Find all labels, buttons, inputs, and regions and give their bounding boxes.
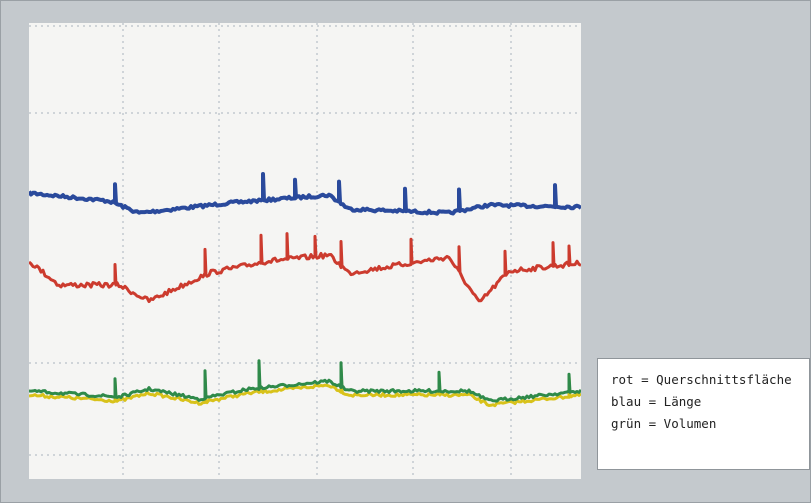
legend-entry: rot = Querschnittsfläche	[611, 369, 809, 391]
legend: rot = Querschnittsfläche blau = Länge gr…	[597, 358, 810, 470]
frame: rot = Querschnittsfläche blau = Länge gr…	[0, 0, 811, 503]
paper	[29, 23, 581, 479]
legend-entry: blau = Länge	[611, 391, 809, 413]
strip-chart-recording	[29, 23, 581, 479]
legend-entry: grün = Volumen	[611, 413, 809, 435]
